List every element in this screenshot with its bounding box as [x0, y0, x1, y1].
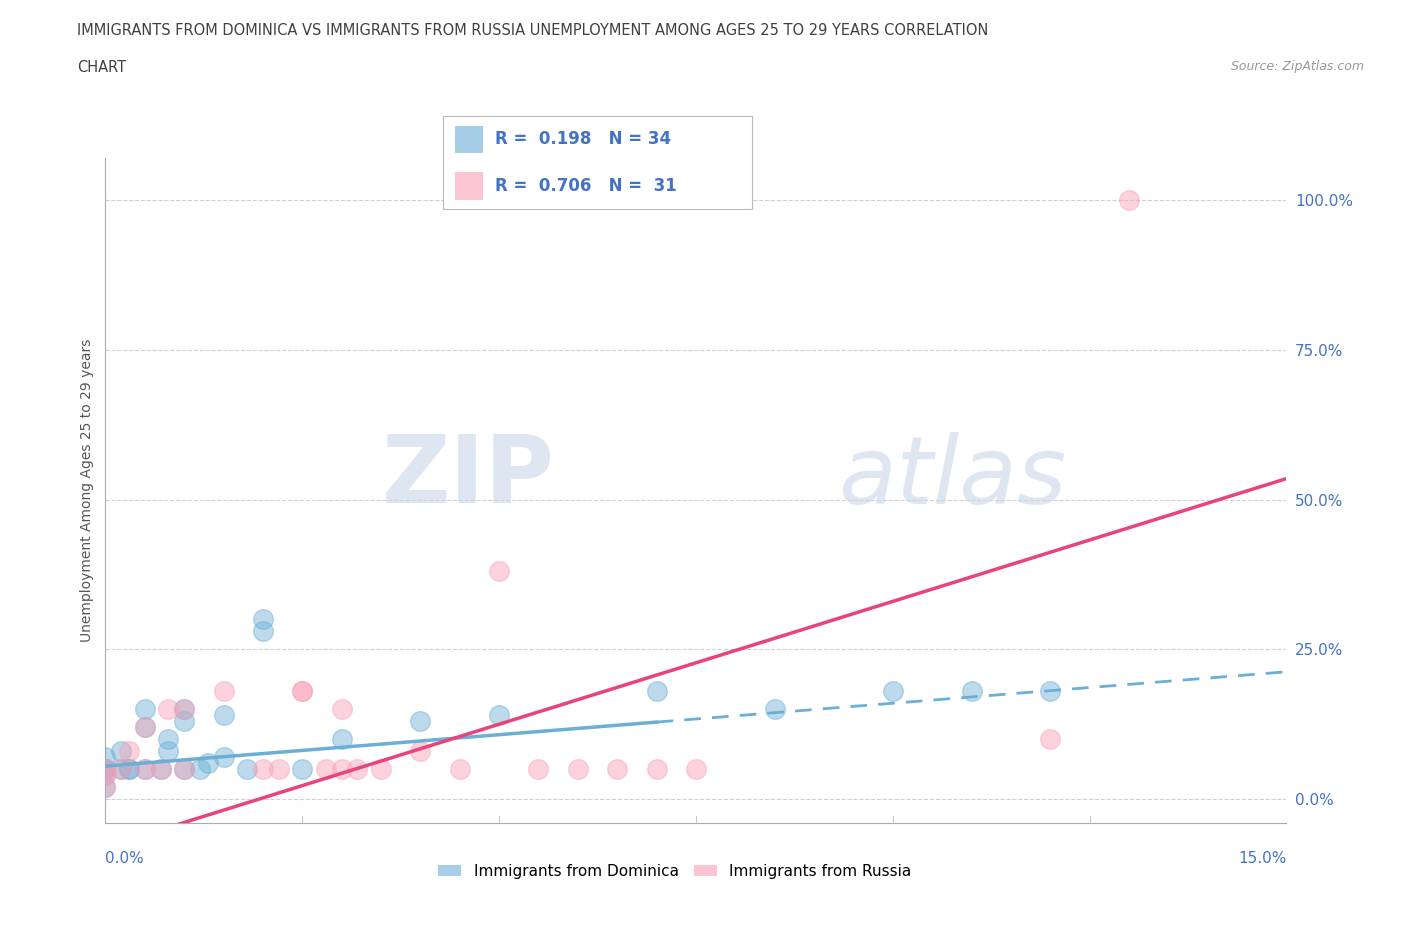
Point [173, 713, 195, 728]
Point [197, 756, 219, 771]
Point [960, 684, 983, 698]
Point [645, 762, 668, 777]
Point [157, 702, 180, 717]
Point [291, 762, 314, 777]
Point [149, 762, 172, 777]
Point [157, 744, 180, 759]
Point [1039, 684, 1062, 698]
Point [236, 762, 259, 777]
Point [252, 612, 274, 627]
Point [488, 564, 510, 578]
Point [134, 762, 156, 777]
Point [149, 762, 172, 777]
Text: ZIP: ZIP [381, 432, 554, 524]
Text: R =  0.706   N =  31: R = 0.706 N = 31 [495, 177, 678, 195]
Point [567, 762, 589, 777]
Point [1039, 732, 1062, 747]
Point [134, 762, 156, 777]
Text: R =  0.198   N = 34: R = 0.198 N = 34 [495, 130, 672, 149]
Point [94, 750, 117, 764]
Point [330, 732, 353, 747]
Point [212, 708, 235, 723]
Point [527, 762, 550, 777]
Point [291, 684, 314, 698]
Point [252, 762, 274, 777]
Text: Source: ZipAtlas.com: Source: ZipAtlas.com [1230, 60, 1364, 73]
Point [882, 684, 904, 698]
Y-axis label: Unemployment Among Ages 25 to 29 years: Unemployment Among Ages 25 to 29 years [80, 339, 94, 643]
Point [763, 702, 786, 717]
Point [134, 720, 156, 735]
Text: 0.0%: 0.0% [105, 851, 145, 866]
Text: IMMIGRANTS FROM DOMINICA VS IMMIGRANTS FROM RUSSIA UNEMPLOYMENT AMONG AGES 25 TO: IMMIGRANTS FROM DOMINICA VS IMMIGRANTS F… [77, 23, 988, 38]
Point [330, 762, 353, 777]
Point [118, 762, 141, 777]
Point [173, 702, 195, 717]
Point [685, 762, 707, 777]
Point [409, 744, 432, 759]
Point [188, 762, 211, 777]
Point [134, 702, 156, 717]
Point [645, 684, 668, 698]
Point [118, 744, 141, 759]
Point [110, 744, 132, 759]
Point [409, 713, 432, 728]
Point [315, 762, 337, 777]
Point [110, 762, 132, 777]
Point [346, 762, 368, 777]
Point [212, 750, 235, 764]
Point [94, 779, 117, 794]
Point [94, 762, 117, 777]
Point [370, 762, 392, 777]
Point [157, 732, 180, 747]
Point [488, 708, 510, 723]
Point [291, 684, 314, 698]
Point [94, 767, 117, 782]
Point [94, 762, 117, 777]
Point [267, 762, 290, 777]
Point [110, 762, 132, 777]
Point [94, 779, 117, 794]
Text: CHART: CHART [77, 60, 127, 75]
Point [94, 767, 117, 782]
Point [212, 684, 235, 698]
Point [252, 624, 274, 639]
Point [1118, 193, 1140, 207]
Point [118, 762, 141, 777]
Point [94, 762, 117, 777]
Point [173, 762, 195, 777]
Bar [456, 172, 484, 200]
Point [449, 762, 471, 777]
Point [134, 720, 156, 735]
Point [173, 762, 195, 777]
Point [606, 762, 628, 777]
Point [330, 702, 353, 717]
Bar [456, 126, 484, 153]
Point [173, 702, 195, 717]
Legend: Immigrants from Dominica, Immigrants from Russia: Immigrants from Dominica, Immigrants fro… [433, 858, 917, 885]
Text: atlas: atlas [838, 432, 1066, 523]
Text: 15.0%: 15.0% [1239, 851, 1286, 866]
